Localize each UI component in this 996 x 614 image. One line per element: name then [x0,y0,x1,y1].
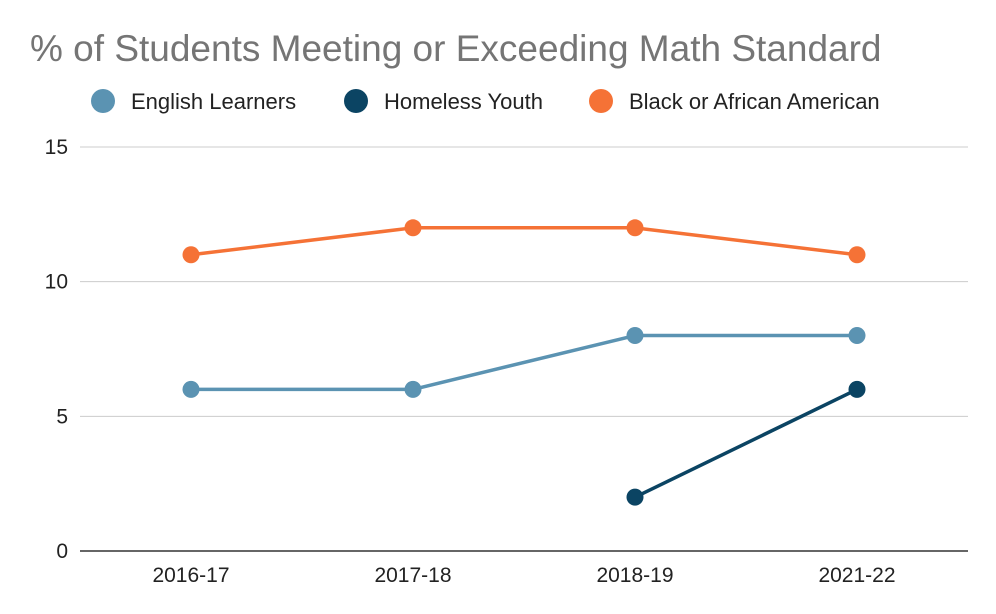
data-point [626,219,644,237]
legend-label: Homeless Youth [384,89,543,114]
x-tick-label: 2017-18 [374,564,451,587]
data-point [404,380,422,398]
legend-item: English Learners [91,89,296,114]
legend-marker [344,89,368,113]
legend: English Learners Homeless Youth Black or A… [91,89,880,114]
legend-label: English Learners [131,89,296,114]
series-line [634,387,858,499]
y-tick-label: 10 [45,271,68,294]
data-point [848,380,866,398]
y-tick-label: 5 [56,405,68,428]
legend-item: Black or African American [589,89,880,114]
gridlines [80,146,968,417]
series-line [191,333,857,392]
series-line [190,226,858,257]
x-tick-label: 2021-22 [818,564,895,587]
data-point [182,246,200,264]
y-tick-label: 0 [56,540,68,563]
x-axis: 2016-17 2017-18 2018-19 2021-22 [80,550,968,587]
series-group [182,327,866,398]
y-tick-label: 15 [45,136,68,159]
series-layer [182,219,866,506]
legend-item: Homeless Youth [344,89,543,114]
chart-title: % of Students Meeting or Exceeding Math … [30,28,882,69]
legend-label: Black or African American [629,89,880,114]
x-tick-label: 2016-17 [152,564,229,587]
data-point [848,327,866,345]
series-group [182,219,866,264]
legend-marker [91,89,115,113]
legend-marker [589,89,613,113]
series-group [626,380,866,506]
data-point [626,488,644,506]
x-tick-label: 2018-19 [596,564,673,587]
data-point [182,380,200,398]
data-point [626,327,644,345]
y-axis: 0 5 10 15 [45,136,68,563]
data-point [848,246,866,264]
data-point [404,219,422,237]
